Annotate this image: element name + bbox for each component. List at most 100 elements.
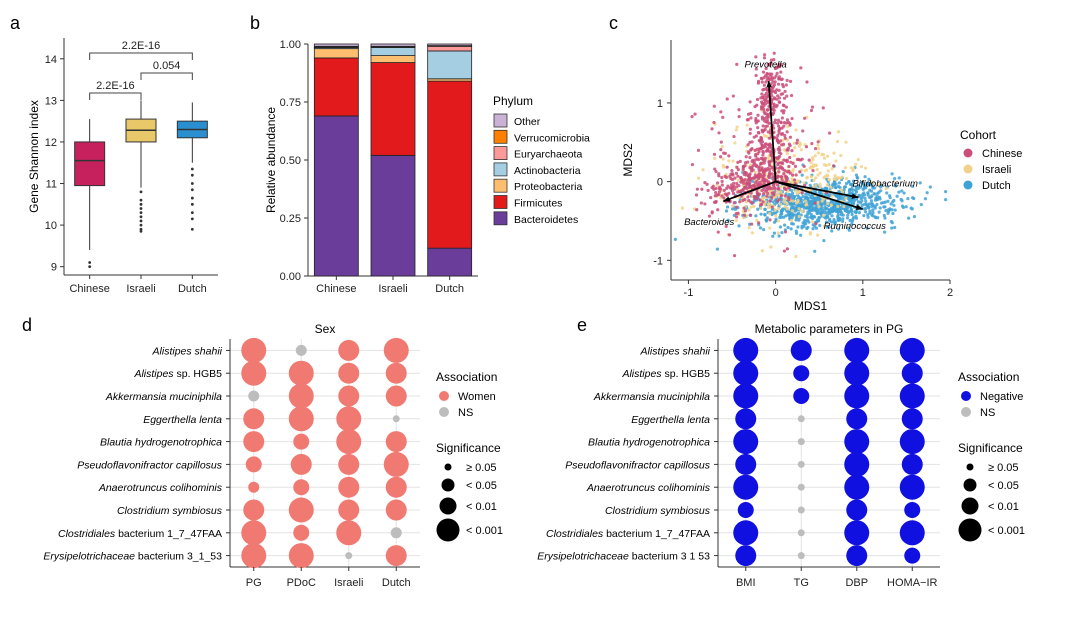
scatter-point-chinese	[705, 182, 709, 186]
scatter-point-dutch	[854, 210, 858, 214]
row-label-plain: bacterium 3_1_53	[135, 551, 222, 563]
y-axis-title: Relative abundance	[264, 107, 278, 213]
outlier-point	[139, 190, 143, 194]
scatter-point-chinese	[801, 129, 805, 133]
scatter-point-dutch	[822, 202, 826, 206]
scatter-point-chinese	[758, 139, 762, 143]
scatter-point-dutch	[895, 194, 899, 198]
scatter-point-israeli	[731, 204, 735, 208]
legend-size-dot	[958, 518, 982, 542]
scatter-point-israeli	[796, 190, 800, 195]
scatter-point-dutch	[863, 184, 867, 188]
scatter-point-dutch	[882, 213, 886, 218]
dot-marker	[901, 408, 923, 430]
dot-marker	[288, 543, 314, 569]
scatter-point-israeli	[830, 167, 834, 171]
scatter-point-chinese	[785, 130, 789, 134]
scatter-point-dutch	[866, 193, 870, 197]
scatter-point-chinese	[786, 148, 790, 152]
scatter-point-israeli	[825, 183, 829, 187]
panel-c: c -1 0 1 2 -1 0 1 MDS1 MDS2 Prevotella Bifidobacter…	[609, 13, 1022, 313]
scatter-point-israeli	[736, 178, 740, 182]
scatter-point-chinese	[779, 77, 783, 82]
legend-significance-title: Significance	[436, 441, 501, 455]
scatter-point-chinese	[768, 199, 772, 203]
scatter-point-dutch	[854, 186, 858, 190]
scatter-point-chinese	[765, 95, 770, 99]
dot-marker	[345, 552, 353, 560]
scatter-point-israeli	[790, 209, 794, 213]
loading-vector	[722, 180, 776, 203]
scatter-point-israeli	[821, 197, 826, 201]
scatter-point-chinese	[777, 170, 781, 174]
scatter-point-chinese	[722, 188, 726, 193]
outlier-point	[139, 198, 143, 202]
scatter-point-chinese	[752, 176, 756, 180]
dot-marker	[248, 481, 260, 493]
scatter-point-dutch	[791, 214, 795, 218]
outlier-point	[139, 215, 143, 219]
scatter-point-chinese	[785, 78, 789, 82]
scatter-point-dutch	[787, 211, 791, 215]
scatter-point-chinese	[744, 171, 748, 175]
dot-marker	[336, 520, 362, 546]
scatter-point-dutch	[809, 204, 813, 208]
legend-size-dot	[963, 478, 977, 492]
scatter-point-dutch	[850, 209, 854, 214]
dot-marker	[383, 451, 409, 477]
dot-marker	[904, 502, 921, 518]
outlier-point	[139, 207, 143, 210]
row-label: Clostridium symbiosus	[605, 505, 711, 517]
scatter-point-dutch	[799, 196, 803, 200]
dot-marker	[793, 365, 810, 382]
scatter-point-dutch	[860, 199, 864, 203]
scatter-point-dutch	[848, 187, 853, 192]
vector-arrowhead	[855, 204, 863, 210]
bar-segment-actinobacteria	[370, 47, 416, 56]
scatter-point-dutch	[828, 211, 832, 216]
dot-marker	[243, 408, 265, 430]
scatter-point-dutch	[886, 199, 890, 203]
scatter-point-israeli	[791, 167, 795, 172]
dot-marker	[797, 483, 805, 491]
scatter-point-dutch	[892, 198, 896, 203]
scatter-point-israeli	[884, 186, 888, 191]
scatter-point-israeli	[802, 181, 806, 185]
scatter-point-chinese	[769, 58, 774, 62]
scatter-point-chinese	[746, 160, 750, 164]
scatter-point-israeli	[774, 214, 778, 218]
scatter-point-chinese	[748, 131, 752, 135]
row-label: Clostridiales bacterium 1_7_47FAA	[546, 528, 710, 540]
y-tick-label: 0.25	[280, 213, 301, 225]
dot-marker	[899, 383, 925, 409]
scatter-point-chinese	[810, 142, 814, 146]
scatter-point-chinese	[762, 161, 766, 165]
y-tick-label: 0.75	[280, 97, 301, 109]
dot-marker	[844, 429, 870, 455]
scatter-point-chinese	[787, 164, 791, 169]
scatter-point-chinese	[748, 166, 752, 170]
row-label-plain: sp. HGB5	[662, 368, 711, 380]
scatter-point-chinese	[777, 187, 781, 191]
y-tick-label: 1	[657, 98, 663, 110]
scatter-point-dutch	[856, 200, 861, 204]
legend-title: Cohort	[960, 128, 997, 142]
scatter-point-dutch	[725, 205, 730, 209]
scatter-point-dutch	[815, 211, 819, 215]
scatter-point-israeli	[759, 206, 763, 210]
scatter-point-chinese	[790, 116, 794, 121]
scatter-point-dutch	[856, 184, 860, 188]
scatter-point-dutch	[877, 210, 881, 214]
dot-marker	[733, 520, 759, 546]
scatter-point-chinese	[710, 127, 714, 131]
scatter-point-chinese	[787, 169, 791, 174]
scatter-point-chinese	[759, 76, 763, 80]
scatter-point-dutch	[866, 191, 870, 195]
scatter-point-chinese	[754, 67, 758, 71]
outlier-point	[190, 227, 194, 231]
scatter-point-israeli	[844, 140, 848, 144]
vector-label: Bifidobacterium	[852, 178, 918, 189]
row-label: Anaerotruncus colihominis	[586, 482, 711, 494]
scatter-point-chinese	[732, 254, 737, 258]
legend-size-label: < 0.001	[988, 525, 1025, 537]
